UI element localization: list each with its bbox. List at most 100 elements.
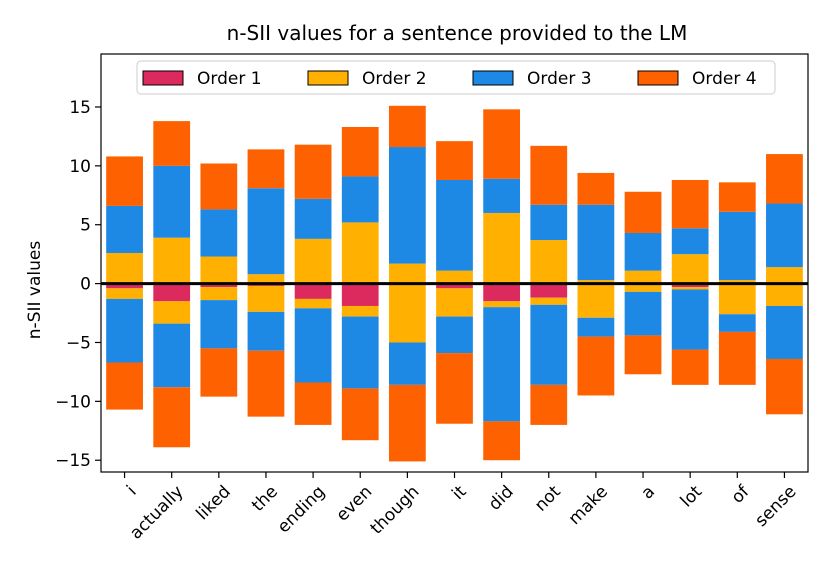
y-tick-label: 5 — [80, 216, 91, 236]
bar-sense-order4-neg — [766, 358, 803, 415]
bar-lot-order2-neg — [671, 287, 709, 290]
chart-title: n-SII values for a sentence provided to … — [227, 21, 688, 45]
x-tick-label: it — [448, 482, 470, 504]
legend-label-order2: Order 2 — [362, 69, 427, 89]
bar-lot-order3-pos — [671, 228, 709, 255]
bar-it-order3-pos — [436, 179, 473, 271]
bar-ending-order2-pos — [294, 238, 332, 284]
y-tick-label: −15 — [55, 451, 91, 471]
bar-not-order2-neg — [530, 297, 568, 305]
bar-actually-order2-neg — [153, 301, 191, 324]
bar-ending-order2-neg — [294, 298, 332, 309]
bar-the-order4-neg — [247, 350, 285, 417]
legend: Order 1 Order 2 Order 3 Order 4 — [136, 60, 776, 95]
bar-even-order1-neg — [341, 283, 379, 306]
bar-liked-order2-neg — [200, 287, 238, 301]
bar-sense-order3-neg — [766, 305, 803, 359]
bar-not-order4-pos — [530, 145, 568, 205]
bar-lot-order4-pos — [671, 179, 709, 229]
bar-though-order2-neg — [388, 284, 426, 343]
bar-make-order3-neg — [577, 317, 615, 337]
bar-liked-order3-neg — [200, 300, 238, 349]
bar-though-order3-pos — [388, 147, 426, 264]
bar-though-order4-pos — [388, 105, 426, 148]
bar-actually-order3-pos — [153, 165, 191, 238]
legend-swatch-order2 — [307, 70, 349, 86]
bar-even-order3-neg — [341, 316, 379, 389]
x-tick-label: make — [565, 482, 612, 529]
bar-of-order2-neg — [718, 284, 756, 315]
bar-sense-order2-pos — [766, 267, 803, 284]
bar-did-order3-pos — [483, 178, 521, 213]
bar-the-order3-pos — [247, 188, 285, 275]
bar-sense-order2-neg — [766, 284, 803, 306]
bar-of-order3-pos — [718, 211, 756, 281]
bar-a-order3-pos — [624, 232, 662, 271]
legend-swatch-order1 — [142, 70, 184, 86]
bar-of-order4-pos — [718, 182, 756, 212]
bar-though-order3-neg — [388, 342, 426, 385]
bar-i-order2-neg — [106, 288, 143, 299]
bar-though-order4-neg — [388, 384, 426, 462]
bar-actually-order4-neg — [153, 387, 191, 448]
x-tick-label: liked — [192, 482, 234, 524]
x-tick-label: lot — [677, 482, 707, 512]
bar-even-order4-neg — [341, 388, 379, 441]
bar-not-order1-neg — [530, 283, 568, 298]
x-tick-label: ending — [274, 482, 329, 537]
bar-ending-order4-neg — [294, 382, 332, 425]
bar-did-order2-neg — [483, 301, 521, 308]
x-tick-label: sense — [751, 482, 800, 531]
bar-i-order3-neg — [106, 298, 143, 363]
bar-it-order4-pos — [436, 141, 473, 180]
bar-liked-order1-neg — [200, 283, 238, 288]
bar-actually-order1-neg — [153, 283, 191, 302]
legend-label-order1: Order 1 — [197, 69, 262, 89]
y-tick-label: 0 — [80, 275, 91, 295]
bar-make-order3-pos — [577, 204, 615, 281]
bar-not-order4-neg — [530, 384, 568, 425]
bar-i-order1-neg — [106, 283, 143, 289]
bar-make-order2-neg — [577, 284, 615, 318]
y-tick-label: 10 — [69, 157, 91, 177]
y-axis-label: n-SII values — [25, 241, 45, 340]
bar-liked-order2-pos — [200, 256, 238, 284]
x-tick-label: i — [123, 482, 140, 499]
bar-of-order3-neg — [718, 314, 756, 332]
bar-not-order2-pos — [530, 240, 568, 284]
bar-the-order2-neg — [247, 285, 285, 312]
x-tick-label: though — [367, 482, 424, 539]
bar-liked-order4-pos — [200, 163, 238, 210]
bar-of-order2-pos — [718, 280, 756, 284]
legend-box — [136, 60, 776, 95]
plot-frame — [100, 53, 809, 473]
bar-ending-order1-neg — [294, 283, 332, 299]
bar-it-order2-pos — [436, 270, 473, 284]
bar-a-order3-neg — [624, 291, 662, 336]
bar-it-order1-neg — [436, 283, 473, 289]
bar-lot-order2-pos — [671, 254, 709, 284]
legend-swatch-order3 — [472, 70, 514, 86]
bar-lot-order1-neg — [671, 283, 709, 288]
bar-i-order3-pos — [106, 205, 143, 253]
bar-make-order2-pos — [577, 280, 615, 284]
bar-did-order4-neg — [483, 421, 521, 461]
bar-even-order3-pos — [341, 176, 379, 223]
bars-layer — [106, 105, 803, 462]
x-tick-label: the — [248, 482, 282, 516]
legend-label-order4: Order 4 — [692, 69, 757, 89]
y-ticks: −15 −10 −5 0 5 10 15 — [55, 98, 101, 471]
y-tick-label: −10 — [55, 392, 91, 412]
x-tick-label: did — [485, 482, 518, 515]
legend-swatch-order4 — [637, 70, 679, 86]
x-tick-label: of — [728, 481, 754, 507]
x-tick-label: a — [638, 482, 660, 504]
bar-did-order1-neg — [483, 283, 521, 302]
bar-make-order4-neg — [577, 336, 615, 396]
bar-i-order2-pos — [106, 252, 143, 284]
bar-i-order4-pos — [106, 156, 143, 206]
bar-make-order4-pos — [577, 172, 615, 205]
bar-a-order4-pos — [624, 191, 662, 233]
bar-sense-order4-pos — [766, 154, 803, 204]
